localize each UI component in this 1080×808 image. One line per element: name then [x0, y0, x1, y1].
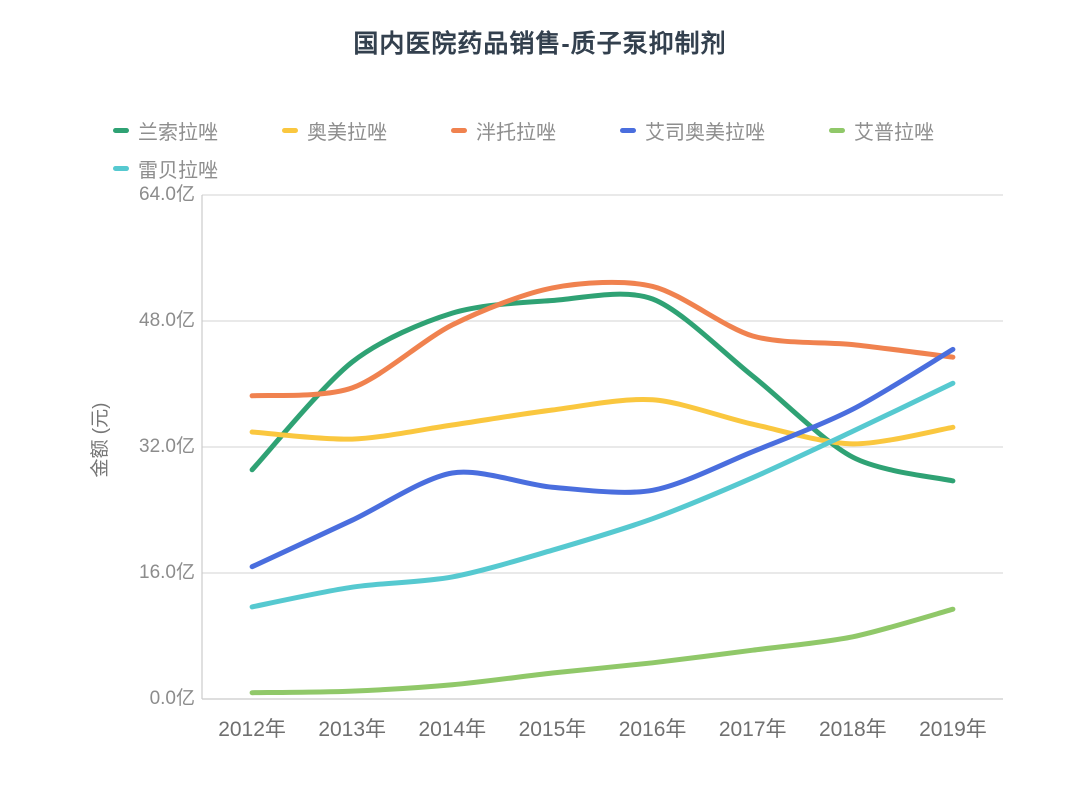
legend-line-marker-icon [282, 127, 298, 133]
legend-label: 兰索拉唑 [138, 121, 218, 144]
legend-item-5[interactable]: 艾普拉唑 [829, 117, 934, 144]
legend: 兰索拉唑 奥美拉唑 泮托拉唑 艾司奥美拉唑 艾普拉唑雷贝拉唑 [113, 117, 975, 182]
x-tick-label: 2012年 [218, 718, 286, 741]
chart-title: 国内医院药品销售-质子泵抑制剂 [353, 30, 727, 58]
series-line-4-艾司奥美拉唑 [249, 346, 956, 570]
legend-line-marker-icon [113, 165, 129, 171]
series-line-6-雷贝拉唑 [249, 380, 956, 610]
series-line-2-奥美拉唑 [249, 396, 956, 447]
legend-item-1[interactable]: 兰索拉唑 [113, 117, 218, 144]
x-tick-label: 2016年 [618, 718, 687, 741]
x-tick-label: 2018年 [818, 718, 887, 741]
legend-label: 奥美拉唑 [307, 121, 387, 144]
x-tick-label: 2013年 [318, 718, 387, 741]
legend-line-marker-icon [620, 127, 636, 133]
x-tick-label: 2014年 [418, 718, 487, 741]
legend-item-4[interactable]: 艾司奥美拉唑 [620, 117, 765, 144]
series-line-3-泮托拉唑 [249, 279, 956, 399]
x-tick-label: 2017年 [718, 718, 787, 741]
legend-label: 泮托拉唑 [476, 121, 556, 144]
legend-label: 艾普拉唑 [854, 121, 934, 144]
y-tick-label: 32.0亿 [139, 436, 195, 457]
legend-label: 艾司奥美拉唑 [645, 121, 765, 144]
legend-item-6[interactable]: 雷贝拉唑 [113, 155, 218, 182]
legend-item-3[interactable]: 泮托拉唑 [451, 117, 556, 144]
y-tick-label: 16.0亿 [139, 562, 195, 583]
legend-line-marker-icon [451, 127, 467, 133]
y-tick-label: 64.0亿 [139, 184, 195, 205]
legend-item-2[interactable]: 奥美拉唑 [282, 117, 387, 144]
y-tick-label: 48.0亿 [139, 310, 195, 331]
series-line-1-兰索拉唑 [249, 291, 956, 484]
y-tick-label: 0.0亿 [149, 688, 195, 709]
x-tick-label: 2019年 [919, 718, 987, 741]
legend-label: 雷贝拉唑 [138, 159, 218, 182]
series-line-5-艾普拉唑 [249, 606, 956, 696]
legend-line-marker-icon [113, 127, 129, 133]
x-tick-label: 2015年 [518, 718, 587, 741]
legend-line-marker-icon [829, 127, 845, 133]
